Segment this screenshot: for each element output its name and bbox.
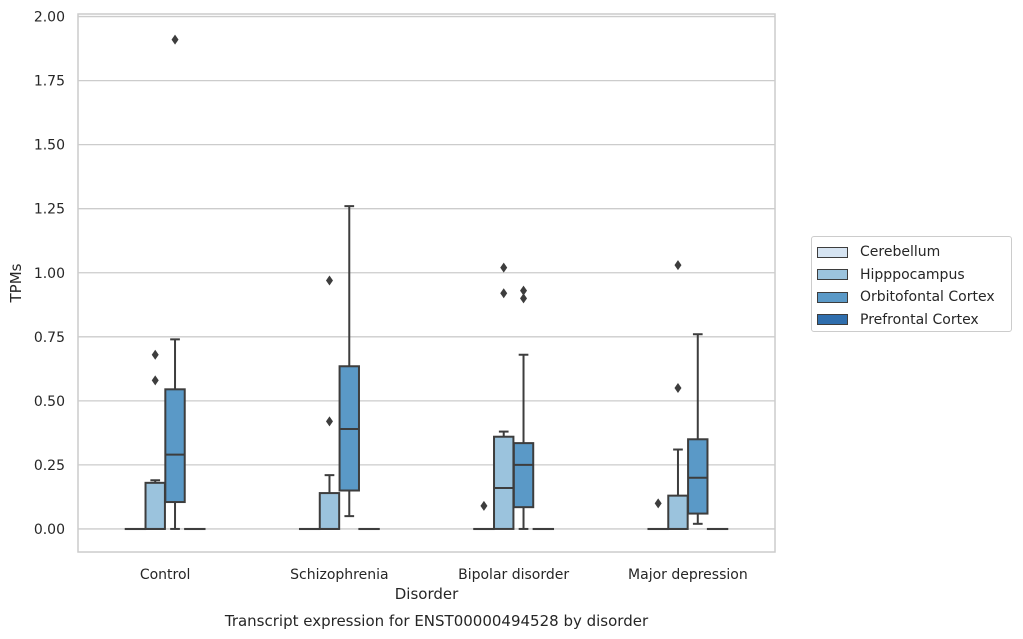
- outlier-point: [500, 288, 508, 299]
- legend: Cerebellum Hipppocampus Orbitofontal Corte…: [811, 236, 1012, 332]
- box: [687, 438, 709, 515]
- box: [493, 435, 515, 530]
- chart-title: Transcript expression for ENST0000049452…: [224, 612, 649, 630]
- legend-item: Prefrontal Cortex: [817, 309, 1011, 332]
- box: [667, 494, 689, 530]
- y-tick-label: 1.00: [34, 266, 65, 282]
- outlier-point: [500, 262, 508, 273]
- legend-swatch: [817, 246, 848, 258]
- grid-lines: [78, 15, 775, 530]
- outlier-point: [520, 293, 528, 304]
- y-tick-label: 1.75: [34, 74, 65, 90]
- box: [164, 388, 186, 504]
- x-tick-label: Schizophrenia: [290, 567, 388, 583]
- box-cerebellum: [647, 498, 669, 531]
- legend-swatch: [817, 314, 848, 326]
- x-axis-label: Disorder: [395, 585, 459, 603]
- y-tick-label: 1.25: [34, 202, 65, 218]
- outlier-point: [520, 285, 528, 296]
- outlier-point: [674, 383, 682, 394]
- outlier-point: [171, 34, 179, 45]
- box-hipppocampus: [318, 275, 341, 530]
- legend-label: Orbitofontal Cortex: [860, 289, 995, 306]
- outlier-point: [151, 349, 159, 360]
- outlier-point: [674, 260, 682, 271]
- y-tick-label: 0.25: [34, 458, 65, 474]
- y-axis-label: TPMs: [7, 263, 25, 303]
- x-tick-label: Major depression: [628, 567, 748, 583]
- legend-item: Hipppocampus: [817, 264, 1011, 287]
- box-cerebellum: [473, 500, 495, 531]
- x-axis-ticks: Control Schizophrenia Bipolar disorder Majo…: [140, 567, 748, 583]
- x-tick-label: Bipolar disorder: [458, 567, 569, 583]
- box-orbitofontal-cortex: [687, 333, 709, 525]
- legend-item: Cerebellum: [817, 241, 1011, 264]
- box-orbitofontal-cortex: [512, 285, 535, 530]
- box-orbitofontal-cortex: [164, 34, 186, 530]
- outlier-point: [325, 275, 333, 286]
- outlier-point: [151, 375, 159, 386]
- x-tick-label: Control: [140, 567, 191, 583]
- box: [512, 442, 535, 509]
- box-hipppocampus: [493, 262, 515, 530]
- y-tick-label: 2.00: [34, 10, 65, 26]
- outlier-point: [325, 416, 333, 427]
- y-tick-label: 0.00: [34, 522, 65, 538]
- legend-label: Prefrontal Cortex: [860, 311, 979, 328]
- legend-swatch: [817, 269, 848, 281]
- legend-label: Cerebellum: [860, 244, 941, 261]
- outlier-point: [480, 500, 488, 511]
- box-hipppocampus: [667, 260, 689, 530]
- plot-frame: [77, 13, 776, 553]
- box-groups: [124, 34, 729, 531]
- outlier-point: [654, 498, 662, 509]
- y-tick-label: 0.50: [34, 394, 65, 410]
- y-tick-label: 0.75: [34, 330, 65, 346]
- box-hipppocampus: [144, 349, 166, 530]
- box: [318, 492, 341, 530]
- legend-label: Hipppocampus: [860, 266, 965, 283]
- y-axis-ticks: 0.00 0.25 0.50 0.75 1.00 1.25 1.50 1.75 2.00: [34, 10, 65, 538]
- legend-item: Orbitofontal Cortex: [817, 286, 1011, 309]
- legend-swatch: [817, 291, 848, 303]
- y-tick-label: 1.50: [34, 138, 65, 154]
- box-orbitofontal-cortex: [338, 205, 360, 518]
- box: [144, 481, 166, 530]
